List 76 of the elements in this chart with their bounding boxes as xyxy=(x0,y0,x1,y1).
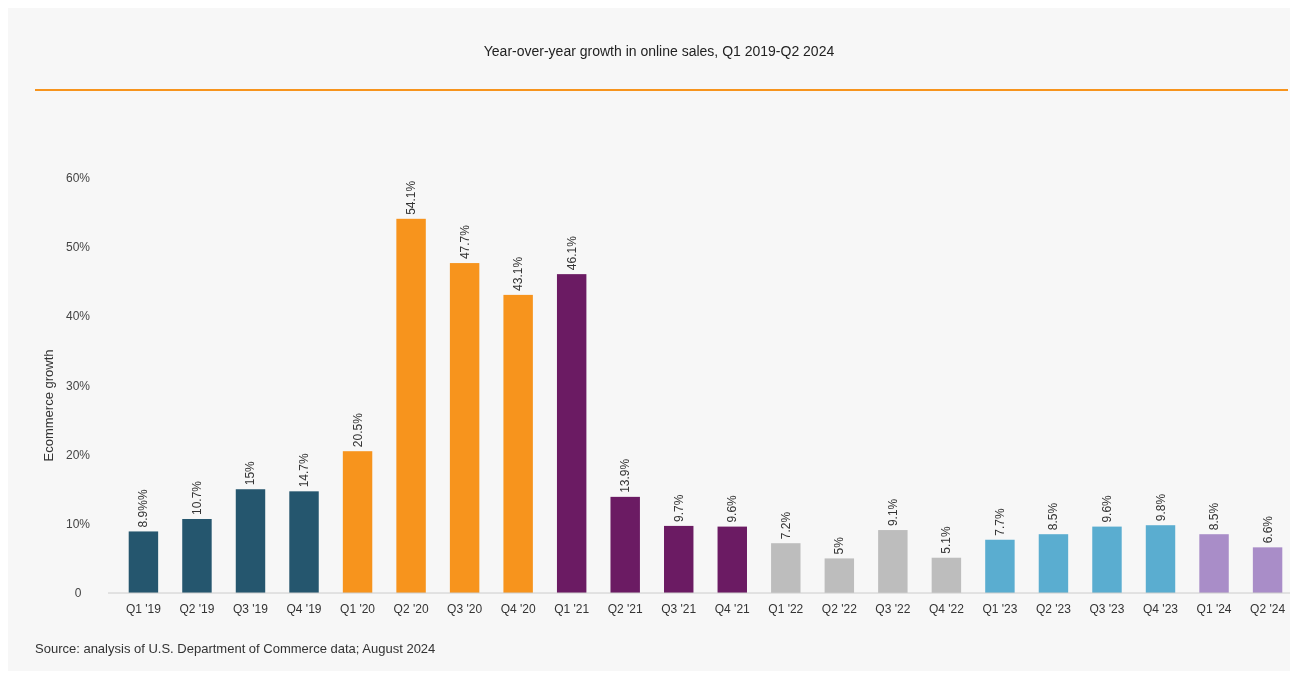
bar xyxy=(878,530,908,593)
bar xyxy=(664,525,694,593)
source-note: Source: analysis of U.S. Department of Commerce data; August 2024 xyxy=(35,641,436,656)
bar xyxy=(610,496,640,593)
x-tick-label: Q4 '21 xyxy=(714,602,751,616)
data-label: 6.6% xyxy=(1260,515,1275,544)
x-tick-label: Q1 '22 xyxy=(768,602,804,616)
y-tick-label: 30% xyxy=(65,378,91,393)
bar xyxy=(1252,547,1283,593)
bar xyxy=(824,558,855,593)
bar xyxy=(449,263,480,593)
data-label: 54.1% xyxy=(404,180,419,215)
x-tick-label: Q1 '24 xyxy=(1196,602,1232,616)
chart-title: Year-over-year growth in online sales, Q1 2019-Q2 2024 xyxy=(483,43,835,59)
data-label: 8.9%% xyxy=(136,489,151,528)
data-label: 5% xyxy=(832,536,847,555)
bar xyxy=(128,531,159,593)
x-tick-label: Q2 '23 xyxy=(1035,602,1072,616)
x-tick-label: Q1 '23 xyxy=(982,602,1018,616)
data-label: 9.7% xyxy=(671,494,686,522)
x-tick-label: Q3 '19 xyxy=(233,602,269,616)
data-label: 9.6% xyxy=(1099,494,1114,523)
data-label: 7.2% xyxy=(778,511,793,540)
bar xyxy=(289,491,319,593)
x-tick-label: Q2 '19 xyxy=(179,602,215,616)
bar xyxy=(1038,534,1069,593)
y-tick-label: 50% xyxy=(65,240,91,255)
data-label: 9.8% xyxy=(1153,493,1168,522)
data-label: 9.6% xyxy=(725,494,740,523)
x-tick-label: Q3 '22 xyxy=(875,602,911,616)
data-label: 15% xyxy=(243,460,258,486)
data-label: 9.1% xyxy=(885,498,900,527)
x-tick-label: Q4 '23 xyxy=(1143,602,1179,616)
data-label: 47.7% xyxy=(457,224,472,260)
x-tick-label: Q4 '22 xyxy=(928,602,965,616)
x-tick-label: Q1 '19 xyxy=(125,602,162,616)
y-axis-title: Ecommerce growth xyxy=(41,349,56,462)
bar xyxy=(717,526,747,593)
data-label: 14.7% xyxy=(297,452,312,488)
data-label: 8.5% xyxy=(1046,502,1061,531)
bar xyxy=(342,451,373,593)
bar xyxy=(396,218,426,593)
y-tick-label: 0 xyxy=(74,586,82,600)
x-tick-label: Q2 '24 xyxy=(1250,602,1286,616)
bar xyxy=(931,557,962,593)
x-tick-label: Q4 '20 xyxy=(500,602,536,616)
data-label: 10.7% xyxy=(189,480,204,515)
y-tick-label: 40% xyxy=(65,309,91,324)
y-tick-label: 10% xyxy=(65,516,91,531)
data-label: 43.1% xyxy=(511,256,526,291)
bar xyxy=(503,294,533,593)
bar xyxy=(1092,526,1122,593)
x-tick-label: Q3 '20 xyxy=(447,602,483,616)
data-label: 46.1% xyxy=(564,235,579,271)
data-label: 20.5% xyxy=(350,412,365,448)
x-tick-label: Q3 '23 xyxy=(1089,602,1125,616)
x-tick-label: Q2 '20 xyxy=(393,602,429,616)
bar xyxy=(771,543,801,593)
data-label: 8.5% xyxy=(1207,502,1222,531)
y-tick-label: 20% xyxy=(65,447,91,462)
data-label: 7.7% xyxy=(992,508,1007,536)
x-tick-label: Q1 '21 xyxy=(554,602,590,616)
x-tick-label: Q3 '21 xyxy=(661,602,697,616)
bar xyxy=(235,489,266,593)
bar xyxy=(182,518,212,593)
x-tick-label: Q4 '19 xyxy=(286,602,322,616)
x-tick-label: Q2 '21 xyxy=(607,602,644,616)
data-label: 5.1% xyxy=(939,526,954,554)
y-tick-label: 60% xyxy=(65,171,91,185)
bar xyxy=(556,274,587,593)
bar xyxy=(1199,534,1229,593)
data-label: 13.9% xyxy=(618,458,633,493)
bar xyxy=(1145,525,1176,593)
x-tick-label: Q1 '20 xyxy=(340,602,376,616)
bar xyxy=(985,539,1015,593)
x-tick-label: Q2 '22 xyxy=(821,602,858,616)
